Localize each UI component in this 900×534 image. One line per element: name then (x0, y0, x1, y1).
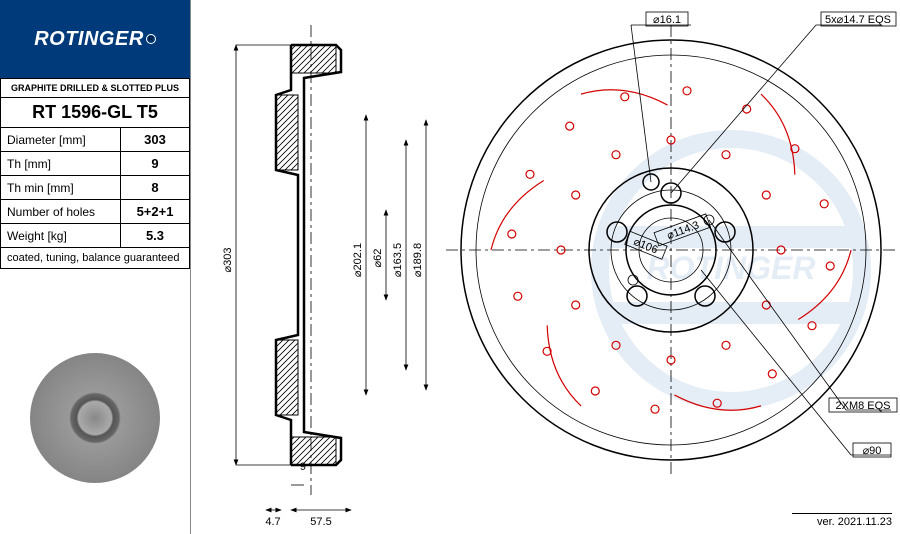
section-view: ⌀303 ⌀202.1 ⌀62 ⌀163.5 ⌀189.8 9 4.7 57.5 (222, 25, 426, 528)
drawing-svg: ⌀303 ⌀202.1 ⌀62 ⌀163.5 ⌀189.8 9 4.7 57.5 (191, 0, 900, 534)
svg-text:⌀189.8: ⌀189.8 (412, 243, 424, 277)
version-label: ver. 2021.11.23 (792, 513, 892, 528)
svg-text:2XM8 EQS: 2XM8 EQS (835, 400, 890, 412)
svg-text:5x⌀14.7 EQS: 5x⌀14.7 EQS (825, 14, 891, 26)
disc-image (30, 353, 160, 483)
spec-value: 8 (121, 176, 190, 200)
svg-text:4.7: 4.7 (265, 516, 280, 528)
spec-label: Weight [kg] (1, 224, 121, 248)
part-number: RT 1596-GL T5 (1, 98, 190, 128)
spec-value: 5+2+1 (121, 200, 190, 224)
spec-label: Diameter [mm] (1, 128, 121, 152)
svg-text:⌀114.3: ⌀114.3 (665, 219, 700, 242)
spec-value: 303 (121, 128, 190, 152)
spec-value: 9 (121, 152, 190, 176)
svg-text:⌀202.1: ⌀202.1 (352, 243, 364, 277)
svg-text:⌀62: ⌀62 (372, 249, 384, 268)
spec-note: coated, tuning, balance guaranteed (1, 248, 190, 269)
spec-label: Number of holes (1, 200, 121, 224)
svg-text:9: 9 (300, 461, 306, 473)
spec-title: GRAPHITE DRILLED & SLOTTED PLUS (1, 79, 190, 98)
spec-table: GRAPHITE DRILLED & SLOTTED PLUS RT 1596-… (0, 78, 190, 269)
spec-label: Th min [mm] (1, 176, 121, 200)
svg-text:⌀16.1: ⌀16.1 (653, 14, 681, 26)
brand-text: ROTINGER (34, 28, 144, 51)
front-view: 5x⌀14.7 EQS ⌀16.1 ⌀114.3 ⌀106 2XM8 EQS ⌀… (446, 12, 897, 475)
svg-text:⌀303: ⌀303 (222, 248, 234, 273)
svg-text:⌀163.5: ⌀163.5 (392, 243, 404, 277)
spec-value: 5.3 (121, 224, 190, 248)
svg-text:57.5: 57.5 (310, 516, 331, 528)
brand-logo: ROTINGERR (0, 0, 190, 78)
svg-text:⌀106: ⌀106 (632, 236, 660, 256)
product-thumbnail (0, 345, 190, 490)
spec-label: Th [mm] (1, 152, 121, 176)
technical-drawing: ROTINGER ⌀303 (190, 0, 900, 534)
registered-icon: R (146, 34, 156, 44)
svg-text:⌀90: ⌀90 (863, 445, 882, 457)
